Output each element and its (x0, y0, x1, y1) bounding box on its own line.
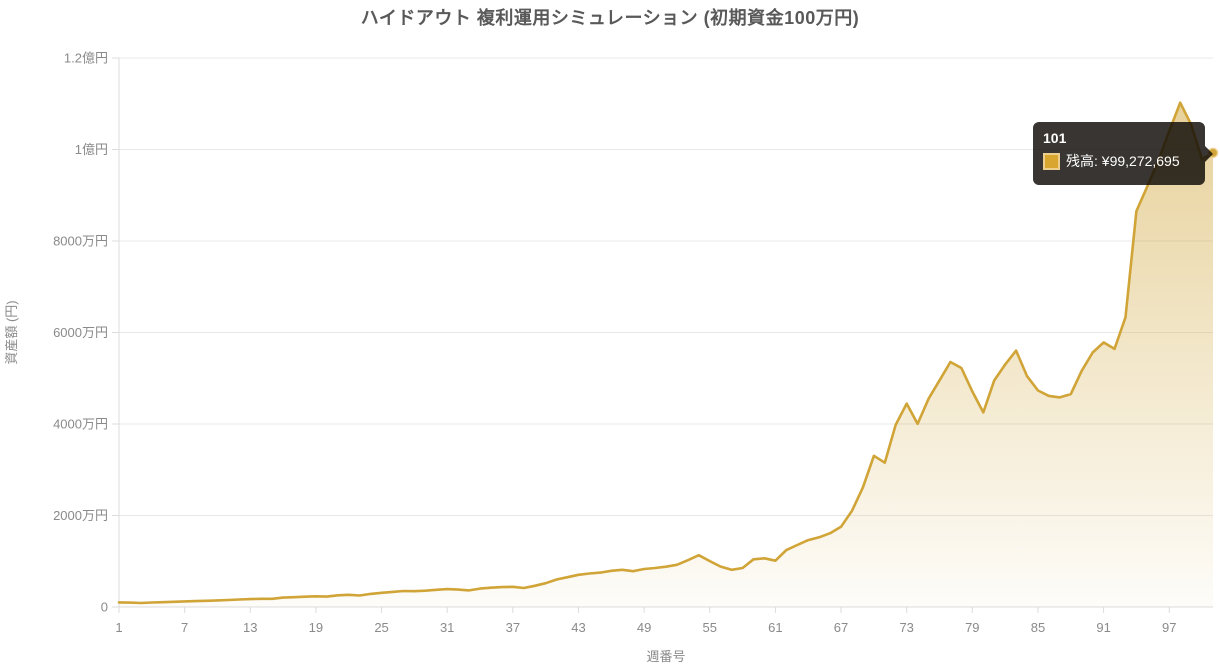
x-tick-label: 49 (637, 620, 651, 635)
x-tick-label: 19 (309, 620, 323, 635)
x-tick-label: 37 (506, 620, 520, 635)
x-tick-label: 79 (965, 620, 979, 635)
tooltip-series-swatch-icon (1043, 152, 1060, 170)
y-tick-label: 4000万円 (53, 417, 108, 432)
y-tick-label: 2000万円 (53, 508, 108, 523)
series-area (119, 102, 1213, 607)
x-tick-label: 43 (571, 620, 585, 635)
x-axis-title: 週番号 (646, 649, 685, 664)
tooltip-row: 残高: ¥99,272,695 (1043, 151, 1195, 171)
x-tick-label: 25 (374, 620, 388, 635)
y-tick-label: 1億円 (75, 142, 108, 157)
x-tick-label: 61 (768, 620, 782, 635)
x-tick-label: 73 (899, 620, 913, 635)
tooltip-balance-label: 残高: ¥99,272,695 (1066, 153, 1180, 169)
x-tick-label: 55 (703, 620, 717, 635)
chart-title: ハイドアウト 複利運用シミュレーション (初期資金100万円) (360, 8, 860, 28)
x-tick-label: 91 (1096, 620, 1110, 635)
x-tick-label: 7 (181, 620, 188, 635)
y-grid: 0 2000万円 4000万円 6000万円 8000万円 1億円 1.2億円 (53, 51, 1213, 615)
x-tick-label: 1 (115, 620, 122, 635)
x-tick-label: 85 (1031, 620, 1045, 635)
x-axis-labels: 1 7 13 19 25 31 37 43 49 55 61 67 73 79 85 91 97 (115, 607, 1176, 635)
x-tick-label: 97 (1162, 620, 1176, 635)
y-axis-title: 資産額 (円) (4, 300, 19, 364)
series-line[interactable] (117, 101, 1215, 605)
tooltip-caret-icon (1205, 146, 1213, 162)
tooltip-week-title: 101 (1043, 130, 1067, 146)
x-tick-label: 13 (243, 620, 257, 635)
y-tick-label: 6000万円 (53, 325, 108, 340)
x-tick-label: 67 (834, 620, 848, 635)
y-tick-label: 0 (101, 600, 108, 615)
x-tick-label: 31 (440, 620, 454, 635)
y-tick-label: 8000万円 (53, 234, 108, 249)
tooltip: 101 残高: ¥99,272,695 (1033, 122, 1213, 185)
y-tick-label: 1.2億円 (64, 51, 108, 66)
